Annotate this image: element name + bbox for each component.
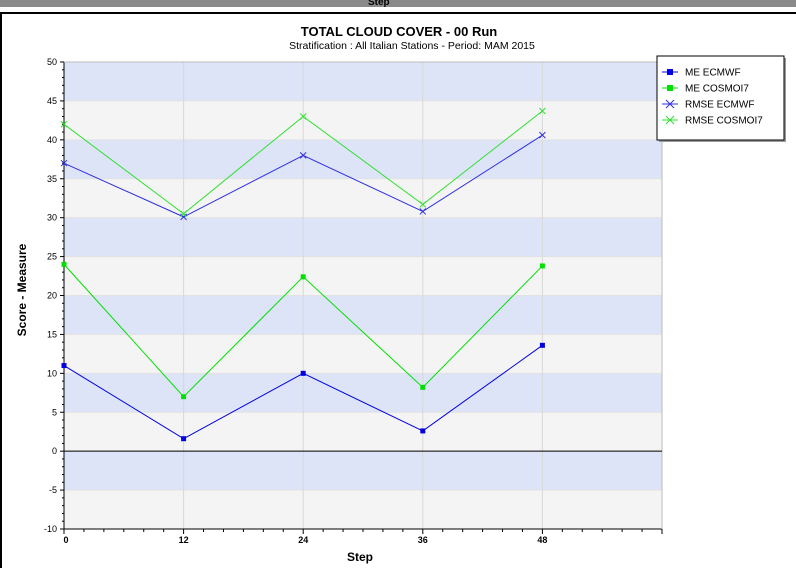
x-marker-stroke — [60, 120, 68, 128]
legend-box — [656, 55, 785, 141]
x-marker-stroke — [539, 131, 546, 139]
data-point-x — [419, 201, 427, 208]
y-tick-label: 0 — [52, 446, 57, 456]
previous-chart-xlabel: Step — [368, 0, 390, 8]
legend-label: ME COSMOI7 — [685, 84, 749, 95]
previous-chart-strip: Step — [0, 0, 796, 14]
x-tick-label: 24 — [298, 535, 308, 545]
y-tick-label: 5 — [52, 407, 57, 417]
data-point-square — [181, 394, 187, 400]
legend-swatch-x — [665, 115, 675, 125]
x-tick-label: 36 — [418, 535, 428, 545]
data-point-x — [539, 131, 546, 139]
data-point-x — [60, 159, 68, 167]
x-marker-stroke — [299, 113, 307, 120]
chart-subtitle: Stratification : All Italian Stations - … — [289, 40, 535, 52]
x-marker-stroke — [180, 213, 187, 221]
y-tick-label: 10 — [47, 368, 57, 378]
x-marker-stroke — [419, 208, 427, 215]
background-band — [64, 217, 662, 257]
y-tick-label: 45 — [47, 96, 57, 106]
y-tick-label: 25 — [47, 252, 57, 262]
x-marker-stroke — [60, 159, 68, 167]
x-tick-label: 12 — [179, 535, 189, 545]
chart-frame: -10 -5 0 5 10 15 20 25 30 35 40 45 50 0 12 24 36 48 TOTAL… — [0, 14, 796, 568]
data-point-square — [420, 384, 426, 390]
legend-swatch-x — [665, 99, 675, 109]
background-band — [64, 490, 662, 529]
data-point-square — [300, 274, 306, 280]
y-tick-label: 30 — [47, 213, 57, 223]
y-tick-label: -5 — [49, 485, 57, 495]
data-point-x — [539, 107, 546, 115]
data-point-x — [180, 213, 187, 221]
data-point-x — [299, 113, 307, 120]
x-axis-label: Step — [347, 550, 373, 564]
series-group — [60, 107, 546, 442]
legend-label: RMSE COSMOI7 — [685, 116, 763, 127]
x-tick-label: 48 — [537, 535, 547, 545]
legend-label: ME ECMWF — [685, 68, 741, 79]
x-tick-label: 0 — [63, 535, 68, 545]
background-band — [64, 139, 662, 179]
data-point-square — [539, 342, 545, 348]
y-tick-label: 40 — [47, 135, 57, 145]
background-bands — [64, 62, 662, 529]
background-band — [64, 412, 662, 452]
background-band — [64, 373, 662, 413]
background-band — [64, 256, 662, 296]
previous-chart-bottom — [0, 0, 796, 7]
data-point-square — [61, 363, 67, 369]
chart-svg: -10 -5 0 5 10 15 20 25 30 35 40 45 50 0 12 24 36 48 TOTAL… — [15, 24, 786, 564]
data-point-square — [61, 261, 67, 267]
x-marker-stroke — [299, 152, 307, 159]
x-marker-stroke — [419, 201, 427, 208]
data-point-square — [300, 370, 306, 376]
chart-title: TOTAL CLOUD COVER - 00 Run — [301, 24, 498, 39]
y-tick-label: 50 — [47, 57, 57, 67]
legend-swatch-square — [667, 85, 673, 91]
data-point-x — [60, 120, 68, 128]
background-band — [64, 334, 662, 374]
data-point-square — [420, 428, 426, 434]
legend-swatch-square — [667, 69, 673, 75]
background-band — [64, 100, 662, 140]
data-point-x — [180, 210, 187, 218]
y-tick-label: 20 — [47, 291, 57, 301]
x-marker-stroke — [180, 210, 187, 218]
background-band — [64, 178, 662, 218]
legend-label: RMSE ECMWF — [685, 100, 754, 111]
y-tick-label: 35 — [47, 174, 57, 184]
legend: ME ECMWF ME COSMOI7 RMSE ECMWF RMSE COSMOI7 — [656, 55, 786, 142]
y-tick-label: 15 — [47, 329, 57, 339]
y-tick-label: -10 — [44, 524, 57, 534]
y-axis-label: Score - Measure — [15, 243, 29, 336]
data-point-x — [299, 152, 307, 159]
x-marker-stroke — [539, 107, 546, 115]
data-point-square — [181, 436, 187, 442]
background-band — [64, 451, 662, 491]
data-point-x — [419, 208, 427, 215]
background-band — [64, 62, 662, 101]
data-point-square — [539, 263, 545, 269]
background-band — [64, 295, 662, 335]
